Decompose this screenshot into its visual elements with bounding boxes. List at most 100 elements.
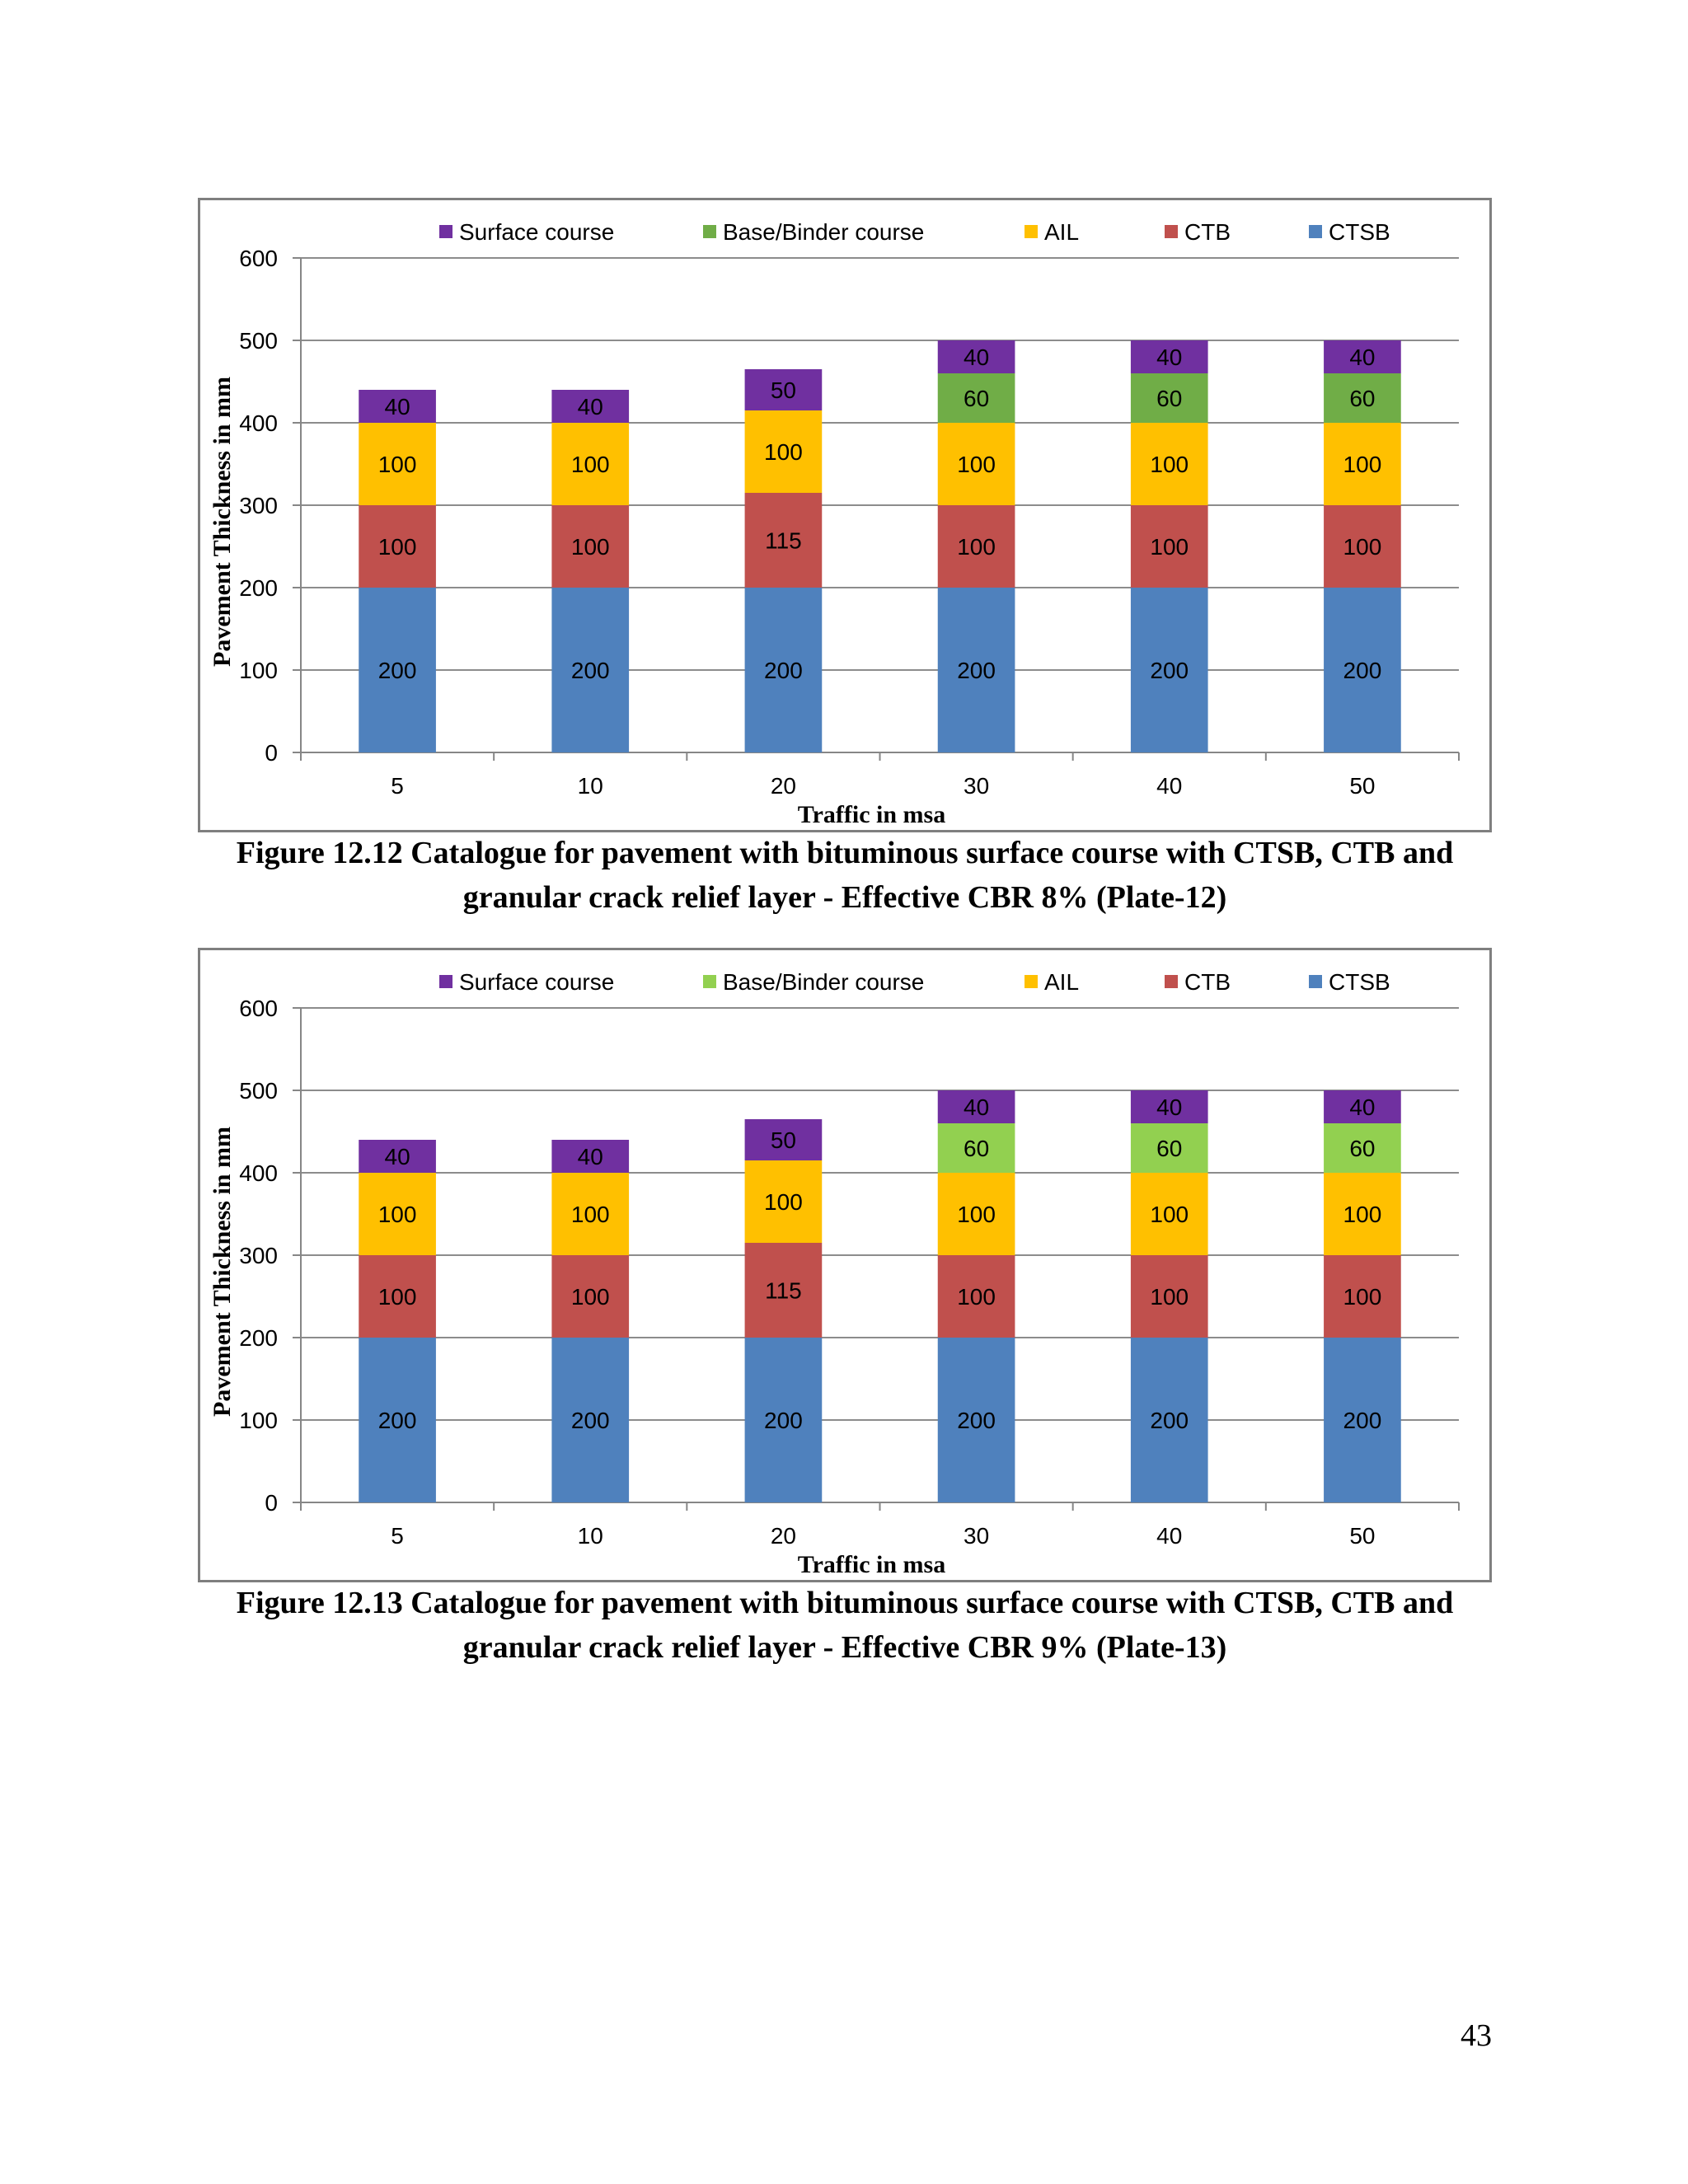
- data-label: 100: [571, 534, 610, 560]
- legend-label: Surface course: [459, 219, 614, 245]
- y-tick-label: 0: [265, 740, 278, 766]
- bar-segment: [937, 1123, 1015, 1173]
- data-label: 100: [957, 1202, 996, 1227]
- bar-segment: [1324, 1090, 1401, 1123]
- bar-segment: [744, 588, 823, 752]
- bar-segment: [1324, 1123, 1401, 1173]
- data-label: 100: [571, 1284, 610, 1310]
- data-label: 100: [1150, 534, 1189, 560]
- data-label: 200: [571, 658, 610, 683]
- data-label: 100: [957, 1284, 996, 1310]
- data-label: 40: [578, 394, 603, 419]
- bar-segment: [551, 588, 630, 752]
- legend-swatch: [703, 225, 716, 238]
- data-label: 100: [957, 452, 996, 477]
- data-label: 200: [957, 1408, 996, 1433]
- y-tick-label: 500: [239, 1078, 278, 1104]
- chart-12-13-svg: 0 100 200 300 400 500 600 5 200 100 100 40 10 200 100 1…: [209, 969, 1460, 1578]
- data-label: 100: [957, 534, 996, 560]
- bar-segment: [551, 1173, 630, 1255]
- figure-12-13-caption: Figure 12.13 Catalogue for pavement with…: [165, 1581, 1525, 1670]
- bar-segment: [551, 505, 630, 588]
- legend-label: AIL: [1044, 969, 1079, 995]
- y-tick-label: 500: [239, 328, 278, 354]
- bar-segment: [1130, 1255, 1208, 1338]
- bar-segment: [937, 340, 1015, 373]
- figure-12-12-caption: Figure 12.12 Catalogue for pavement with…: [165, 831, 1525, 920]
- data-label: 200: [1150, 658, 1189, 683]
- legend-label: CTB: [1184, 219, 1231, 245]
- data-label: 50: [771, 377, 796, 403]
- bar-segment: [1324, 1255, 1401, 1338]
- bar-segment: [551, 1255, 630, 1338]
- bar-segment: [937, 1173, 1015, 1255]
- data-label: 40: [385, 1144, 410, 1169]
- data-label: 100: [1343, 1202, 1382, 1227]
- data-label: 60: [1156, 1136, 1182, 1161]
- data-label: 100: [571, 1202, 610, 1227]
- x-tick-label: 5: [391, 1523, 404, 1549]
- data-label: 40: [578, 1144, 603, 1169]
- bar-segment: [1324, 505, 1401, 588]
- x-tick-label: 10: [578, 773, 603, 799]
- data-label: 115: [765, 528, 802, 554]
- x-axis-title: Traffic in msa: [798, 801, 945, 828]
- legend-swatch: [439, 225, 452, 238]
- bar-segment: [359, 1173, 436, 1255]
- x-tick-label: 40: [1156, 773, 1182, 799]
- data-label: 40: [1156, 1094, 1182, 1120]
- x-tick-label: 20: [771, 1523, 796, 1549]
- data-label: 100: [378, 1202, 417, 1227]
- data-label: 40: [1156, 344, 1182, 370]
- x-tick-label: 10: [578, 1523, 603, 1549]
- bar-segment: [1324, 373, 1401, 423]
- legend-swatch: [1165, 225, 1178, 238]
- bar-segment: [1324, 588, 1401, 752]
- bar-segment: [937, 505, 1015, 588]
- bar-segment: [551, 1140, 630, 1173]
- x-tick-label: 30: [964, 773, 989, 799]
- bar-segment: [744, 1119, 823, 1160]
- x-tick-label: 50: [1349, 773, 1375, 799]
- data-label: 100: [764, 1189, 803, 1215]
- data-label: 60: [1156, 386, 1182, 411]
- bar-segment: [1130, 1123, 1208, 1173]
- y-tick-label: 0: [265, 1490, 278, 1516]
- data-label: 200: [764, 658, 803, 683]
- bar-segment: [1130, 505, 1208, 588]
- bar-segment: [359, 1140, 436, 1173]
- bar-segment: [1324, 423, 1401, 505]
- data-label: 60: [1349, 1136, 1375, 1161]
- bar-segment: [744, 493, 823, 588]
- x-tick-label: 5: [391, 773, 404, 799]
- chart-12-13: 0 100 200 300 400 500 600 5 200 100 100 40 10 200 100 1…: [198, 948, 1492, 1582]
- data-label: 115: [765, 1278, 802, 1304]
- data-label: 60: [964, 1136, 989, 1161]
- bar-segment: [359, 505, 436, 588]
- caption-line-1: Figure 12.12 Catalogue for pavement with…: [236, 836, 1454, 870]
- legend-label: CTSB: [1329, 969, 1390, 995]
- x-tick-label: 40: [1156, 1523, 1182, 1549]
- x-tick-label: 30: [964, 1523, 989, 1549]
- data-label: 40: [964, 1094, 989, 1120]
- data-label: 200: [1343, 658, 1382, 683]
- y-tick-label: 200: [239, 575, 278, 601]
- data-label: 40: [964, 344, 989, 370]
- page-number: 43: [1461, 2018, 1492, 2053]
- legend-label: Surface course: [459, 969, 614, 995]
- data-label: 100: [1343, 1284, 1382, 1310]
- data-label: 200: [571, 1408, 610, 1433]
- bar-segment: [1130, 1090, 1208, 1123]
- y-tick-label: 400: [239, 1160, 278, 1186]
- bar-segment: [359, 1338, 436, 1502]
- bar-segment: [551, 1338, 630, 1502]
- bar-segment: [1130, 1173, 1208, 1255]
- data-label: 200: [378, 658, 417, 683]
- bar-segment: [359, 588, 436, 752]
- legend-swatch: [1165, 975, 1178, 988]
- x-axis-title: Traffic in msa: [798, 1551, 945, 1578]
- bar-segment: [551, 390, 630, 423]
- y-tick-label: 200: [239, 1325, 278, 1351]
- bar-segment: [1324, 1338, 1401, 1502]
- legend-swatch: [1025, 225, 1038, 238]
